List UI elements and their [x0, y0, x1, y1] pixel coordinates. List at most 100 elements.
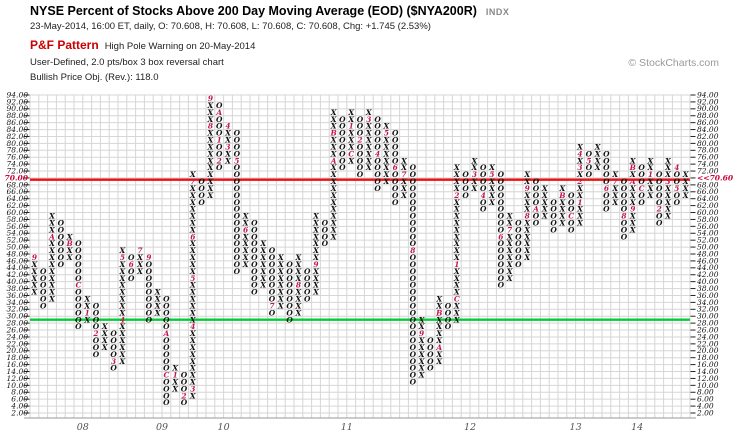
svg-text:X: X — [347, 129, 354, 138]
svg-text:4: 4 — [120, 315, 125, 324]
svg-text:12.00: 12.00 — [697, 374, 719, 383]
svg-text:O: O — [181, 398, 188, 407]
svg-text:X: X — [31, 267, 38, 276]
svg-text:X: X — [119, 274, 126, 283]
svg-text:O: O — [656, 218, 663, 227]
svg-text:O: O — [234, 225, 241, 234]
svg-text:6: 6 — [604, 184, 609, 193]
svg-text:78.00: 78.00 — [7, 146, 29, 155]
svg-text:X: X — [277, 267, 284, 276]
pattern-line: P&F Pattern High Pole Warning on 20-May-2… — [30, 36, 509, 54]
svg-text:O: O — [339, 129, 346, 138]
svg-text:X: X — [154, 288, 161, 297]
svg-text:O: O — [146, 274, 153, 283]
svg-text:X: X — [383, 136, 390, 145]
svg-text:O: O — [498, 253, 505, 262]
svg-text:5: 5 — [120, 253, 125, 262]
svg-text:X: X — [295, 295, 302, 304]
svg-text:X: X — [594, 156, 601, 165]
svg-text:O: O — [515, 225, 522, 234]
svg-text:O: O — [339, 142, 346, 151]
svg-text:X: X — [400, 184, 407, 193]
svg-text:X: X — [453, 253, 460, 262]
svg-text:O: O — [163, 384, 170, 393]
svg-text:48.00: 48.00 — [696, 249, 719, 258]
svg-text:O: O — [674, 170, 681, 179]
svg-text:X: X — [664, 198, 671, 207]
svg-text:X: X — [629, 212, 636, 221]
svg-text:O: O — [410, 322, 417, 331]
svg-text:B: B — [65, 239, 72, 248]
svg-text:8: 8 — [410, 246, 415, 255]
svg-text:X: X — [418, 315, 425, 324]
svg-text:O: O — [498, 212, 505, 221]
svg-text:66.00: 66.00 — [7, 187, 29, 196]
svg-text:O: O — [128, 253, 135, 262]
svg-text:X: X — [48, 239, 55, 248]
svg-text:O: O — [163, 301, 170, 310]
svg-text:B: B — [629, 163, 636, 172]
svg-text:O: O — [234, 253, 241, 262]
svg-text:X: X — [189, 212, 196, 221]
svg-text:O: O — [40, 274, 47, 283]
svg-text:X: X — [66, 253, 73, 262]
svg-text:X: X — [119, 260, 126, 269]
svg-text:X: X — [207, 191, 214, 200]
svg-text:X: X — [506, 253, 513, 262]
svg-text:X: X — [682, 170, 689, 179]
svg-text:O: O — [110, 364, 117, 373]
price-axis-right: 2.004.006.008.0010.0012.0014.0016.0018.0… — [690, 90, 734, 417]
page-title: NYSE Percent of Stocks Above 200 Day Mov… — [30, 4, 509, 18]
svg-text:O: O — [392, 156, 399, 165]
svg-text:X: X — [471, 177, 478, 186]
svg-text:X: X — [611, 170, 618, 179]
svg-text:X: X — [154, 295, 161, 304]
svg-text:X: X — [664, 184, 671, 193]
svg-text:O: O — [216, 122, 223, 131]
svg-text:O: O — [93, 315, 100, 324]
svg-text:9: 9 — [525, 184, 530, 193]
chart-title-text: NYSE Percent of Stocks Above 200 Day Mov… — [30, 4, 477, 18]
svg-text:X: X — [347, 136, 354, 145]
svg-text:O: O — [480, 170, 487, 179]
svg-text:X: X — [119, 336, 126, 345]
svg-text:O: O — [269, 274, 276, 283]
svg-text:5: 5 — [190, 274, 195, 283]
svg-text:O: O — [286, 288, 293, 297]
svg-text:X: X — [295, 253, 302, 262]
svg-text:O: O — [93, 322, 100, 331]
svg-text:O: O — [480, 198, 487, 207]
svg-text:X: X — [119, 288, 126, 297]
svg-text:38.00: 38.00 — [7, 284, 29, 293]
svg-text:X: X — [66, 246, 73, 255]
svg-text:2.00: 2.00 — [696, 408, 714, 417]
svg-text:O: O — [58, 246, 65, 255]
svg-text:13: 13 — [570, 422, 582, 433]
svg-text:X: X — [576, 170, 583, 179]
svg-text:X: X — [242, 246, 249, 255]
svg-text:O: O — [498, 225, 505, 234]
svg-text:X: X — [66, 232, 73, 241]
svg-text:B: B — [329, 129, 336, 138]
svg-text:X: X — [347, 115, 354, 124]
svg-text:X: X — [330, 198, 337, 207]
svg-text:O: O — [638, 163, 645, 172]
svg-text:1: 1 — [217, 136, 222, 145]
svg-text:O: O — [410, 232, 417, 241]
svg-text:O: O — [357, 122, 364, 131]
svg-text:X: X — [559, 212, 566, 221]
svg-text:X: X — [83, 315, 90, 324]
svg-text:32.00: 32.00 — [697, 305, 719, 314]
svg-text:O: O — [269, 267, 276, 276]
svg-text:O: O — [75, 315, 82, 324]
svg-text:7: 7 — [269, 301, 275, 310]
svg-text:O: O — [163, 315, 170, 324]
svg-text:X: X — [488, 184, 495, 193]
svg-text:X: X — [576, 218, 583, 227]
svg-text:X: X — [523, 246, 530, 255]
svg-text:O: O — [445, 322, 452, 331]
svg-text:A: A — [629, 177, 636, 186]
svg-text:O: O — [286, 274, 293, 283]
svg-text:X: X — [629, 156, 636, 165]
svg-text:56.00: 56.00 — [7, 222, 29, 231]
